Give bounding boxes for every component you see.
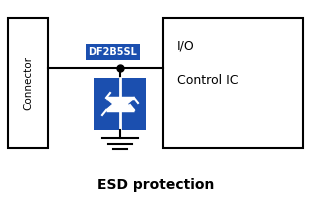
Text: ESD protection: ESD protection [97, 178, 214, 192]
Bar [94, 78, 146, 130]
Text: I/O: I/O [177, 39, 195, 52]
Text: Control IC: Control IC [177, 73, 239, 87]
Bar [163, 18, 303, 148]
Polygon shape [106, 98, 134, 110]
Text: Connector: Connector [23, 56, 33, 110]
Text: DF2B5SL: DF2B5SL [89, 47, 137, 57]
Polygon shape [106, 98, 134, 110]
Bar [8, 18, 48, 148]
